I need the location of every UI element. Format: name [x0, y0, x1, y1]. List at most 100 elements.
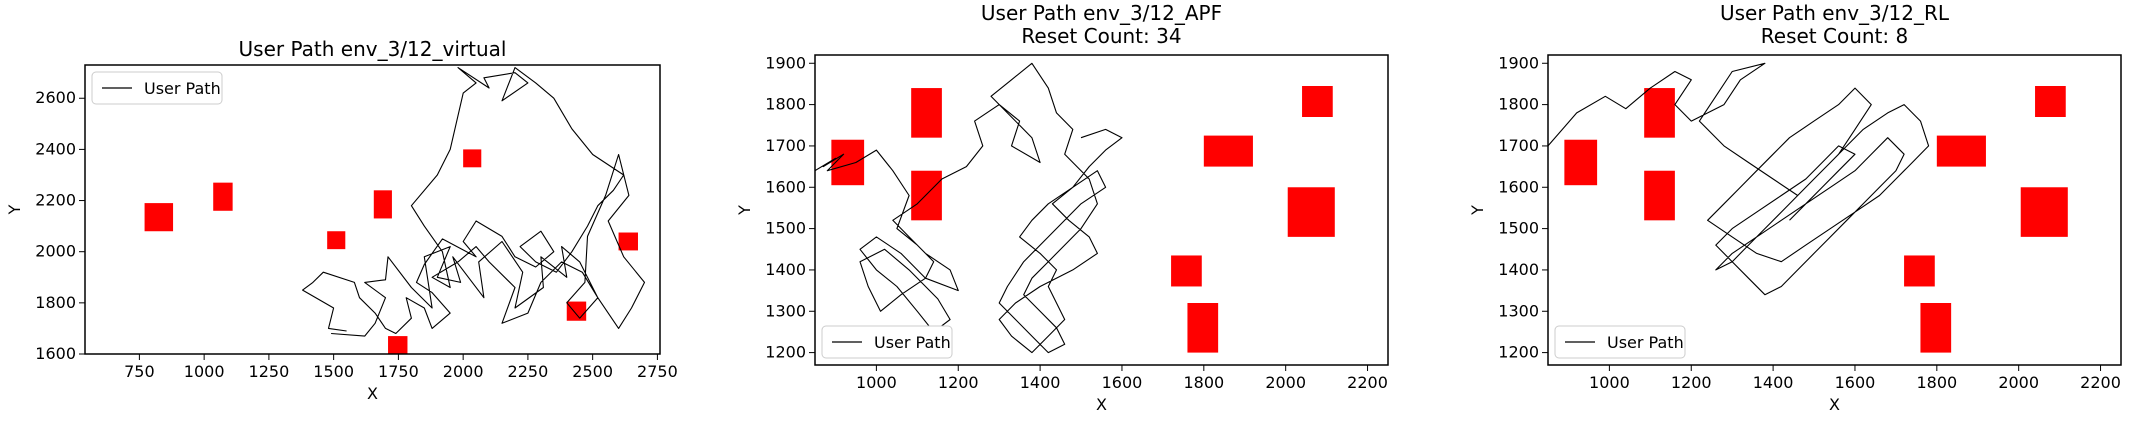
x-tick-label: 1000 [184, 362, 225, 381]
chart-title: User Path env_3/12_virtual [239, 37, 507, 61]
y-tick-label: 1300 [765, 301, 806, 320]
y-tick-label: 1400 [765, 260, 806, 279]
x-tick-label: 1000 [856, 373, 897, 392]
x-tick-label: 2000 [443, 362, 484, 381]
user-path-line [815, 62, 1123, 354]
chart-title: User Path env_3/12_RL [1720, 1, 1950, 25]
plot-area [1548, 62, 2068, 353]
x-tick-label: 1400 [1020, 373, 1061, 392]
chart-subtitle: Reset Count: 8 [1761, 24, 1908, 48]
plot-frame [1547, 54, 2122, 366]
y-tick-label: 1400 [1498, 260, 1539, 279]
obstacle-rect [1302, 86, 1333, 117]
x-tick-label: 1500 [313, 362, 354, 381]
obstacle-rect [213, 182, 233, 211]
legend: User Path [1554, 325, 1686, 359]
x-tick-label: 1000 [1589, 373, 1630, 392]
obstacle-rect [1644, 88, 1675, 138]
y-tick-label: 1700 [765, 136, 806, 155]
obstacle-rect [1187, 303, 1219, 353]
y-tick-label: 1500 [765, 219, 806, 238]
y-tick-label: 2200 [35, 191, 76, 210]
y-tick-label: 1600 [35, 344, 76, 363]
user-path-line [1548, 62, 1930, 296]
y-tick-label: 1600 [1498, 177, 1539, 196]
y-tick-label: 1900 [1498, 53, 1539, 72]
x-tick-label: 1250 [249, 362, 290, 381]
obstacle-rect [1287, 187, 1335, 237]
obstacle-rect [1644, 170, 1675, 221]
legend: User Path [91, 71, 223, 105]
obstacle-rect [144, 203, 174, 232]
y-tick-label: 1800 [1498, 95, 1539, 114]
x-tick-label: 1400 [1753, 373, 1794, 392]
obstacle-rect [911, 88, 942, 138]
x-tick-label: 1750 [378, 362, 419, 381]
chart-title: User Path env_3/12_APF [981, 1, 1222, 25]
x-tick-label: 2750 [637, 362, 678, 381]
obstacle-rect [327, 231, 346, 250]
x-tick-label: 1200 [1671, 373, 1712, 392]
x-axis-label: X [367, 384, 378, 403]
obstacle-rect [1904, 255, 1935, 287]
legend: User Path [821, 325, 953, 359]
y-tick-label: 1600 [765, 177, 806, 196]
obstacle-rect [1920, 303, 1952, 353]
obstacle-rect [831, 139, 865, 186]
x-tick-label: 1200 [938, 373, 979, 392]
obstacle-rect [911, 170, 942, 221]
y-tick-label: 1500 [1498, 219, 1539, 238]
x-tick-label: 1800 [1916, 373, 1957, 392]
y-tick-label: 1900 [765, 53, 806, 72]
user-path-line [302, 67, 646, 337]
y-axis-label: Y [5, 204, 24, 215]
legend-label: User Path [1607, 333, 1684, 352]
obstacle-rect [2020, 187, 2068, 237]
y-tick-label: 2600 [35, 88, 76, 107]
obstacle-rect [566, 301, 587, 321]
chart-subtitle: Reset Count: 34 [1021, 24, 1181, 48]
x-axis-label: X [1829, 395, 1840, 414]
plot-area [144, 67, 646, 354]
obstacle-rect [388, 336, 408, 354]
x-axis-label: X [1096, 395, 1107, 414]
legend-label: User Path [144, 79, 221, 98]
x-tick-label: 2000 [1265, 373, 1306, 392]
y-tick-label: 2400 [35, 139, 76, 158]
y-tick-label: 1300 [1498, 301, 1539, 320]
obstacle-rect [2035, 86, 2066, 117]
x-tick-label: 2000 [1998, 373, 2039, 392]
y-tick-label: 2000 [35, 242, 76, 261]
legend-box [821, 325, 953, 359]
obstacle-rect [1564, 139, 1598, 186]
y-tick-label: 1700 [1498, 136, 1539, 155]
obstacle-rect [1203, 135, 1253, 167]
y-axis-label: Y [735, 205, 754, 216]
x-tick-label: 1800 [1183, 373, 1224, 392]
obstacle-rect [1171, 255, 1202, 287]
y-tick-label: 1200 [765, 343, 806, 362]
legend-label: User Path [874, 333, 951, 352]
y-tick-label: 1800 [765, 95, 806, 114]
chart-virtual: User Path env_3/12_virtual 750 1000 1250 150… [5, 37, 678, 403]
legend-box [1554, 325, 1686, 359]
x-tick-label: 2200 [1347, 373, 1388, 392]
x-tick-label: 750 [124, 362, 155, 381]
obstacle-rect [618, 232, 638, 251]
x-tick-label: 1600 [1102, 373, 1143, 392]
x-tick-label: 2250 [508, 362, 549, 381]
x-tick-label: 2500 [572, 362, 613, 381]
plot-frame [814, 54, 1389, 366]
plot-area [815, 62, 1335, 354]
x-tick-label: 2200 [2080, 373, 2121, 392]
obstacle-rect [463, 149, 482, 168]
plot-frame [84, 64, 661, 355]
y-axis-label: Y [1468, 205, 1487, 216]
obstacle-rect [1936, 135, 1986, 167]
obstacle-rect [373, 190, 392, 219]
y-tick-label: 1800 [35, 293, 76, 312]
y-tick-label: 1200 [1498, 343, 1539, 362]
